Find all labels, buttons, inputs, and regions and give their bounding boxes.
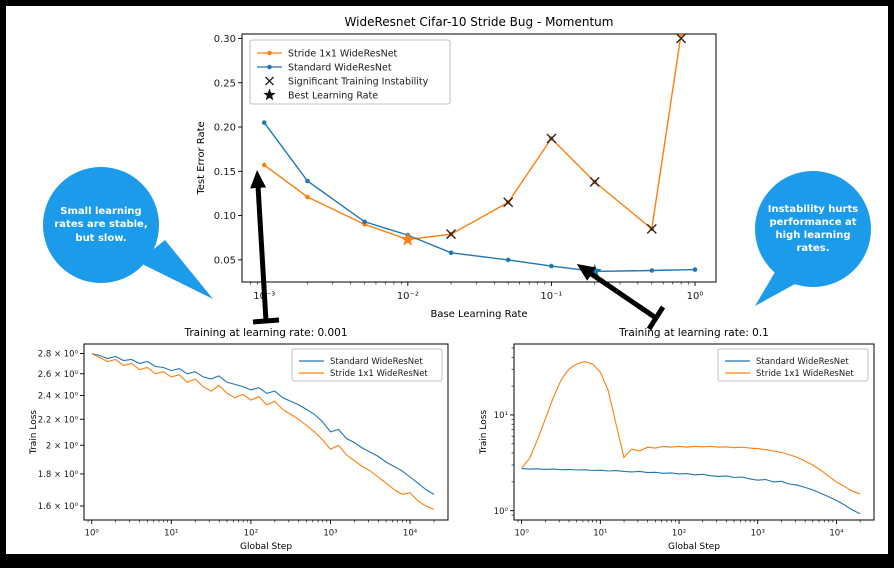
y-tick-label: 10¹ bbox=[494, 411, 508, 421]
y-tick-label: 2.6 × 10⁰ bbox=[38, 370, 79, 380]
test-error-rate-chart: 10⁻³ 10⁻² 10⁻¹ 10⁰ 0.05 0.10 0.15 0.20 0.25 0.30 W… bbox=[190, 10, 730, 322]
y-tick-label: 2.4 × 10⁰ bbox=[38, 392, 79, 402]
y-tick-label: 0.10 bbox=[214, 211, 236, 222]
plot-frame bbox=[83, 343, 449, 521]
y-tick-label: 0.20 bbox=[214, 123, 236, 134]
series-line bbox=[91, 353, 435, 495]
y-tick-label: 10⁰ bbox=[494, 507, 509, 517]
x-tick-label: 10¹ bbox=[164, 529, 178, 539]
data-point bbox=[305, 178, 310, 184]
y-tick-label: 0.05 bbox=[214, 255, 236, 266]
y-tick-label: 2.8 × 10⁰ bbox=[38, 350, 79, 360]
chart-title: WideResnet Cifar-10 Stride Bug - Momentu… bbox=[345, 15, 614, 29]
best-lr-star-marker bbox=[400, 232, 415, 246]
left-speech-bubble-text: Small learning rates are stable, but slo… bbox=[54, 206, 148, 244]
instability-x-marker bbox=[503, 197, 514, 208]
plot-frame bbox=[241, 33, 717, 283]
best-lr-star-marker bbox=[587, 263, 602, 278]
y-tick-label: 0.25 bbox=[214, 78, 236, 89]
left-speech-bubble: Small learning rates are stable, but slo… bbox=[43, 167, 159, 283]
figure-canvas: 10⁻³ 10⁻² 10⁻¹ 10⁰ 0.05 0.10 0.15 0.20 0.25 0.30 W… bbox=[6, 6, 888, 554]
chart-title: Training at learning rate: 0.1 bbox=[618, 328, 769, 339]
series-line bbox=[521, 361, 861, 495]
data-point bbox=[362, 219, 367, 225]
instability-x-marker bbox=[646, 223, 657, 234]
lr_high-plot: 10⁰ 10¹ 10² 10³ 10⁴ 10⁰ 10¹ Training at learnin… bbox=[479, 327, 875, 552]
lr_low-plot: 10⁰ 10¹ 10² 10³ 10⁴ 2.8 × 10⁰ 2.6 × 10⁰ 2.4 × 1… bbox=[29, 327, 449, 552]
x-axis-label: Base Learning Rate bbox=[430, 309, 527, 320]
series-line bbox=[263, 122, 696, 273]
legend-box bbox=[291, 348, 443, 382]
x-tick-label: 10³ bbox=[323, 529, 337, 539]
x-tick-label: 10⁰ bbox=[85, 529, 100, 539]
y-tick-label: 1.6 × 10⁰ bbox=[38, 502, 79, 512]
x-tick-label: 10² bbox=[244, 529, 258, 539]
x-tick-label: 10¹ bbox=[593, 529, 607, 539]
legend-box bbox=[249, 39, 451, 105]
legend-label: Stride 1x1 WideResNet bbox=[330, 369, 428, 379]
legend-label: Stride 1x1 WideResNet bbox=[288, 48, 398, 59]
data-point bbox=[261, 120, 267, 125]
data-point bbox=[305, 194, 310, 200]
series-line bbox=[263, 34, 682, 241]
train-loss-chart-lr-0001: 10⁰ 10¹ 10² 10³ 10⁴ 2.8 × 10⁰ 2.6 × 10⁰ 2.4 × 1… bbox=[28, 327, 456, 554]
chart-title: Training at learning rate: 0.001 bbox=[183, 328, 347, 339]
x-axis-label: Global Step bbox=[240, 542, 292, 552]
x-axis-label: Global Step bbox=[668, 542, 720, 552]
data-point bbox=[261, 162, 267, 168]
x-tick-label: 10² bbox=[672, 529, 686, 539]
data-point bbox=[448, 250, 454, 256]
data-point bbox=[692, 267, 698, 272]
y-tick-label: 2 × 10⁰ bbox=[46, 441, 79, 451]
data-point bbox=[649, 268, 655, 273]
plot-frame bbox=[513, 343, 875, 521]
legend-label: Standard WideResNet bbox=[330, 357, 423, 367]
y-tick-label: 1.8 × 10⁰ bbox=[38, 470, 79, 480]
data-point bbox=[505, 257, 511, 263]
x-tick-label: 10³ bbox=[751, 529, 765, 539]
right-speech-bubble-text: Instability hurts performance at high le… bbox=[767, 203, 859, 255]
x-tick-label: 10⁻¹ bbox=[540, 291, 562, 302]
train-loss-chart-lr-01: 10⁰ 10¹ 10² 10³ 10⁴ 10⁰ 10¹ Training at learnin… bbox=[478, 327, 882, 554]
data-point bbox=[549, 263, 554, 269]
legend-label: Significant Training Instability bbox=[288, 76, 429, 87]
right-speech-bubble: Instability hurts performance at high le… bbox=[755, 171, 871, 287]
legend-label: Standard WideResNet bbox=[288, 62, 392, 73]
x-tick-label: 10⁰ bbox=[515, 529, 530, 539]
legend-label: Standard WideResNet bbox=[756, 357, 849, 367]
series-line bbox=[91, 353, 435, 511]
y-tick-label: 0.30 bbox=[214, 34, 236, 45]
y-axis-label: Test Error Rate bbox=[196, 121, 207, 195]
y-tick-label: 0.15 bbox=[214, 167, 236, 178]
legend-box bbox=[717, 348, 869, 382]
y-axis-label: Train Loss bbox=[479, 410, 489, 456]
legend-label: Best Learning Rate bbox=[288, 90, 378, 101]
y-axis-label: Train Loss bbox=[29, 410, 39, 456]
data-point bbox=[678, 34, 684, 37]
instability-x-marker bbox=[676, 34, 687, 44]
instability-x-marker bbox=[446, 229, 457, 240]
y-tick-label: 2.2 × 10⁰ bbox=[38, 415, 79, 425]
x-tick-label: 10⁴ bbox=[829, 529, 844, 539]
instability-x-marker bbox=[546, 133, 557, 144]
instability-x-marker bbox=[589, 176, 600, 187]
x-tick-label: 10⁰ bbox=[687, 291, 704, 302]
x-tick-label: 10⁻² bbox=[397, 291, 419, 302]
series-line bbox=[521, 468, 861, 515]
main-plot: 10⁻³ 10⁻² 10⁻¹ 10⁰ 0.05 0.10 0.15 0.20 0.25 0.30 W… bbox=[196, 15, 717, 320]
x-tick-label: 10⁴ bbox=[403, 529, 418, 539]
legend-label: Stride 1x1 WideResNet bbox=[756, 369, 854, 379]
x-tick-label: 10⁻³ bbox=[253, 291, 275, 302]
